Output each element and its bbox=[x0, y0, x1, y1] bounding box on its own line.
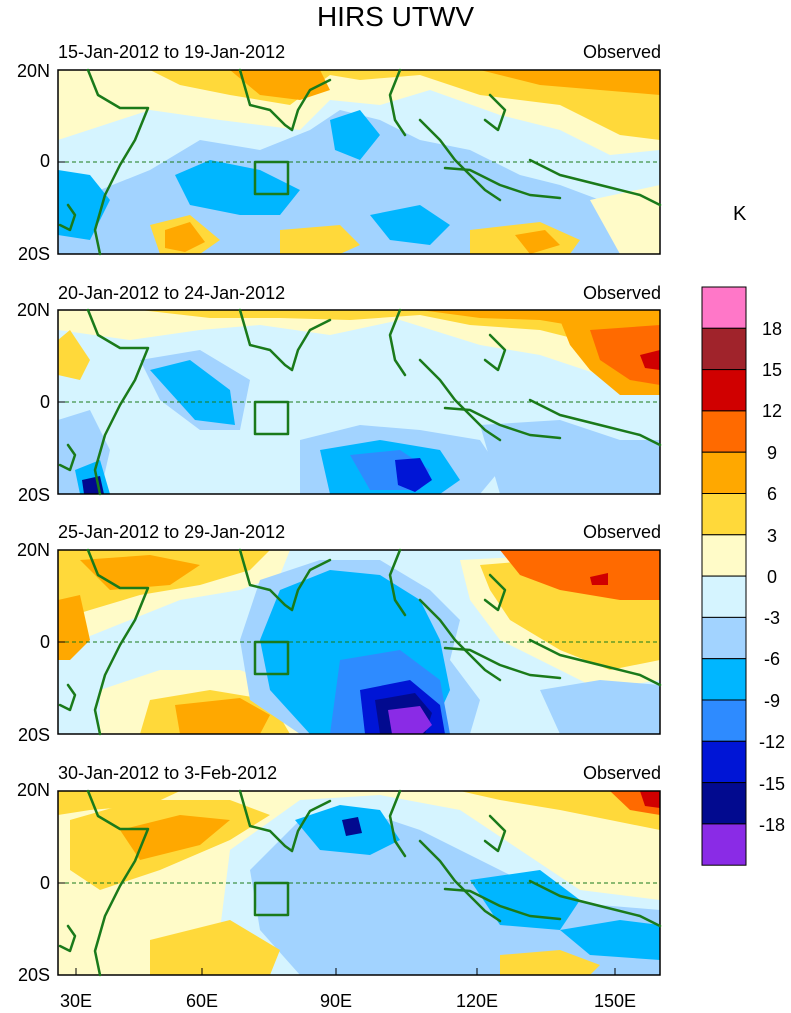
lat-label-20s: 20S bbox=[17, 725, 50, 745]
colorbar-box bbox=[701, 823, 747, 866]
colorbar-box bbox=[701, 410, 747, 453]
lat-label-0: 0 bbox=[39, 392, 50, 412]
panel-2-label: Observed bbox=[582, 283, 661, 303]
colorbar-label: -6 bbox=[763, 649, 780, 669]
colorbar-box bbox=[701, 616, 747, 660]
colorbar-box bbox=[701, 493, 747, 536]
coastlines bbox=[58, 68, 662, 977]
lat-label-20n: 20N bbox=[16, 540, 50, 560]
lat-label-20s: 20S bbox=[17, 965, 50, 985]
panel-4-label: Observed bbox=[582, 763, 661, 783]
panel-4-date: 30-Jan-2012 to 3-Feb-2012 bbox=[58, 763, 278, 783]
lat-label-0: 0 bbox=[39, 873, 50, 893]
colorbar-unit-label: K bbox=[733, 203, 747, 225]
colorbar-label: 9 bbox=[766, 443, 777, 463]
colorbar-box bbox=[701, 658, 747, 701]
panel-1-date: 15-Jan-2012 to 19-Jan-2012 bbox=[58, 42, 286, 62]
colorbar-label: 18 bbox=[761, 319, 783, 339]
lon-label-30e: 30E bbox=[59, 991, 93, 1011]
lat-label-20n: 20N bbox=[16, 300, 50, 320]
colorbar-box bbox=[701, 782, 747, 825]
colorbar-box bbox=[701, 699, 747, 742]
colorbar-box bbox=[701, 534, 747, 577]
colorbar-box bbox=[701, 286, 747, 329]
colorbar-label: 12 bbox=[761, 401, 783, 421]
lat-label-20s: 20S bbox=[17, 244, 50, 264]
panel-1-map bbox=[58, 70, 660, 254]
lat-label-20s: 20S bbox=[17, 485, 50, 505]
lat-label-0: 0 bbox=[39, 632, 50, 652]
panel-3-label: Observed bbox=[582, 522, 661, 542]
lat-label-20n: 20N bbox=[16, 61, 50, 81]
axis-ticks bbox=[58, 161, 616, 975]
colorbar-label: -15 bbox=[758, 774, 785, 794]
colorbar-label: -12 bbox=[758, 732, 785, 752]
colorbar-box bbox=[701, 575, 747, 618]
colorbar-label: 15 bbox=[761, 360, 783, 380]
lat-label-20n: 20N bbox=[16, 780, 50, 800]
panel-3-date: 25-Jan-2012 to 29-Jan-2012 bbox=[58, 522, 286, 542]
colorbar-box bbox=[701, 740, 747, 784]
colorbar-label: -9 bbox=[763, 691, 780, 711]
colorbar-label: -18 bbox=[758, 815, 785, 835]
colorbar bbox=[701, 286, 747, 866]
lon-label-90e: 90E bbox=[319, 991, 353, 1011]
colorbar-label: 6 bbox=[766, 484, 777, 504]
colorbar-box bbox=[701, 451, 747, 495]
figure-title: HIRS UTWV bbox=[316, 1, 475, 32]
colorbar-box bbox=[701, 369, 747, 412]
colorbar-box bbox=[701, 327, 747, 371]
lon-label-120e: 120E bbox=[455, 991, 499, 1011]
lat-label-0: 0 bbox=[39, 151, 50, 171]
colorbar-label: 3 bbox=[766, 526, 777, 546]
lon-label-60e: 60E bbox=[185, 991, 219, 1011]
colorbar-label: -3 bbox=[763, 608, 780, 628]
colorbar-label: 0 bbox=[766, 567, 777, 587]
lon-label-150e: 150E bbox=[593, 991, 637, 1011]
panel-2-date: 20-Jan-2012 to 24-Jan-2012 bbox=[58, 283, 286, 303]
panel-1-label: Observed bbox=[582, 42, 661, 62]
